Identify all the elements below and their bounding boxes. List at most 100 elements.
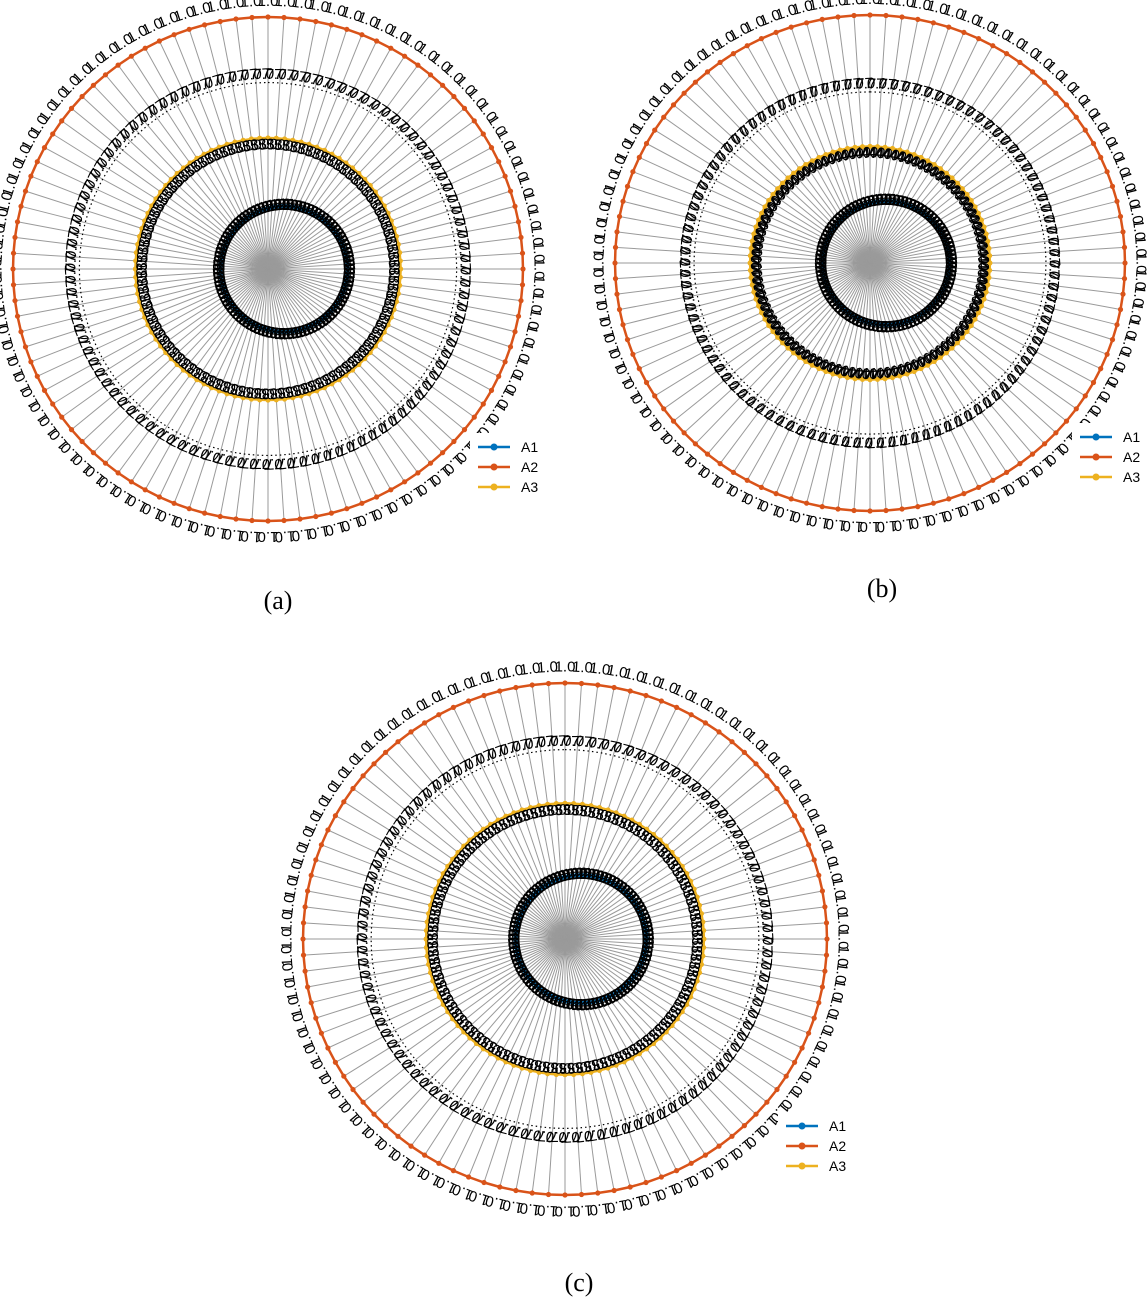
spoke [732,53,871,264]
spoke [683,262,871,434]
spoke [869,156,1101,264]
spoke [869,262,965,494]
radar-panel-c: 0.250.250.250.250.250.250.250.250.250.25… [278,659,852,1220]
ring-value-label: 0.77 [289,449,321,471]
legend-label-a1: A1 [521,439,538,455]
spoke [619,262,871,310]
spoke [81,96,269,270]
series-point-a2 [50,401,56,407]
series-point-a1 [871,321,877,327]
radar-panel-a: 0.250.250.250.250.250.250.250.250.250.25… [0,0,547,545]
spoke [837,262,871,510]
series-point-a2 [529,682,535,688]
series-point-a2 [630,351,636,357]
spoke [267,268,443,454]
spoke [869,262,903,510]
series-point-a2 [313,857,319,863]
series-point-a2 [41,145,48,151]
series-point-a2 [79,438,85,445]
series-point-a2 [440,82,446,88]
series-point-a2 [359,500,365,506]
spoke [267,268,455,442]
series-point-a2 [471,118,477,124]
series-point-a3 [133,250,139,256]
spoke [267,268,317,517]
spoke [869,262,1077,410]
ring-value-label: 0.77 [65,204,89,237]
series-point-a2 [59,118,65,124]
series-point-a2 [513,684,519,691]
ring-value-label: 0.77 [450,290,472,322]
series-point-a3 [377,196,383,202]
series-point-a3 [762,316,768,322]
panel-caption-b: (b) [866,574,898,603]
series-point-a3 [762,204,768,210]
spoke [853,15,871,264]
series-point-a2 [764,773,770,779]
spoke [869,45,994,264]
series-point-a3 [911,152,917,158]
series-point-a2 [512,203,518,209]
data-label-a1: 0.25 [812,244,831,274]
spoke [869,15,887,264]
dotted-ring [78,81,458,457]
series-point-a3 [972,204,978,210]
spoke [117,64,269,270]
series-point-a3 [356,170,362,177]
spoke [790,262,871,500]
series-point-a1 [219,282,225,288]
series-point-a2 [142,45,148,51]
series-point-a2 [300,952,307,958]
data-label-a2: 1.0 [941,502,966,525]
series-point-a3 [753,296,759,302]
data-label-a3: 0.44 [848,144,878,163]
series-point-a3 [314,388,320,394]
data-label-a2: 1.0 [591,236,609,258]
series-point-a2 [332,1059,338,1065]
data-label-a2: 1.0 [774,1,799,24]
series-point-a3 [180,367,187,373]
series-point-a1 [289,328,295,335]
series-point-a2 [233,516,239,522]
series-point-a3 [751,231,757,237]
spoke [869,129,1086,264]
series-point-a1 [277,329,283,335]
series-point-a3 [273,397,279,403]
series-point-a2 [68,427,75,433]
data-label-a2: 1.0 [790,507,814,529]
series-point-a2 [497,688,503,694]
spoke [267,268,484,405]
data-label-a2: 1.0 [188,517,212,539]
series-point-a3 [791,170,797,176]
series-point-a3 [770,328,776,335]
spoke [673,262,871,422]
series-point-a3 [837,373,843,379]
series-point-a2 [851,12,857,19]
series-point-a2 [717,59,723,65]
data-label-a3: 0.53 [378,284,402,317]
data-label-a3: 0.53 [283,377,316,401]
series-point-a3 [385,322,391,328]
series-point-a3 [349,165,356,171]
ring-value-label: 0.77 [203,446,236,470]
series-point-a3 [987,260,993,266]
series-point-a2 [14,313,21,319]
series-point-a3 [282,136,288,142]
data-label-a1: 0.25 [882,313,914,335]
series-point-a3 [983,289,989,295]
spoke [639,156,871,264]
legend-marker-a2 [490,463,498,471]
spoke [267,268,378,498]
series-point-a2 [823,952,830,958]
series-point-a2 [518,298,524,304]
series-point-a2 [507,344,514,350]
spoke [654,129,871,264]
ring-value-label: 0.77 [277,66,308,87]
data-label-a2: 1.0 [0,307,12,331]
spoke [869,262,1108,355]
data-label-a2: 1.0 [591,253,608,274]
spoke [267,161,499,270]
legend-marker-a3 [1092,473,1100,481]
data-label-a2: 1.0 [1116,332,1139,357]
series-point-a2 [436,712,442,718]
